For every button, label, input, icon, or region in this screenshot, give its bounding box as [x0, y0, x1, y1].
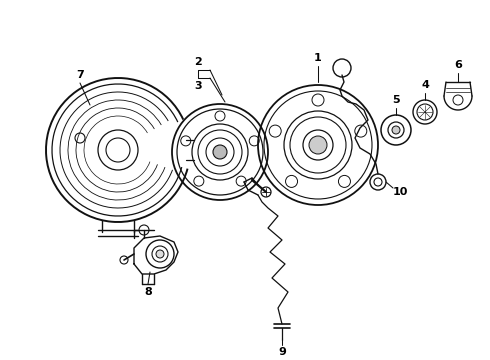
Text: 1: 1	[314, 53, 322, 63]
Text: 5: 5	[392, 95, 400, 105]
Circle shape	[309, 136, 327, 154]
Text: 10: 10	[392, 187, 408, 197]
Circle shape	[213, 145, 227, 159]
Text: 7: 7	[76, 70, 84, 80]
Text: 4: 4	[421, 80, 429, 90]
Circle shape	[392, 126, 400, 134]
Text: 6: 6	[454, 60, 462, 70]
Text: 9: 9	[278, 347, 286, 357]
Text: 3: 3	[194, 81, 202, 91]
Text: 8: 8	[144, 287, 152, 297]
Text: 2: 2	[194, 57, 202, 67]
Circle shape	[156, 250, 164, 258]
